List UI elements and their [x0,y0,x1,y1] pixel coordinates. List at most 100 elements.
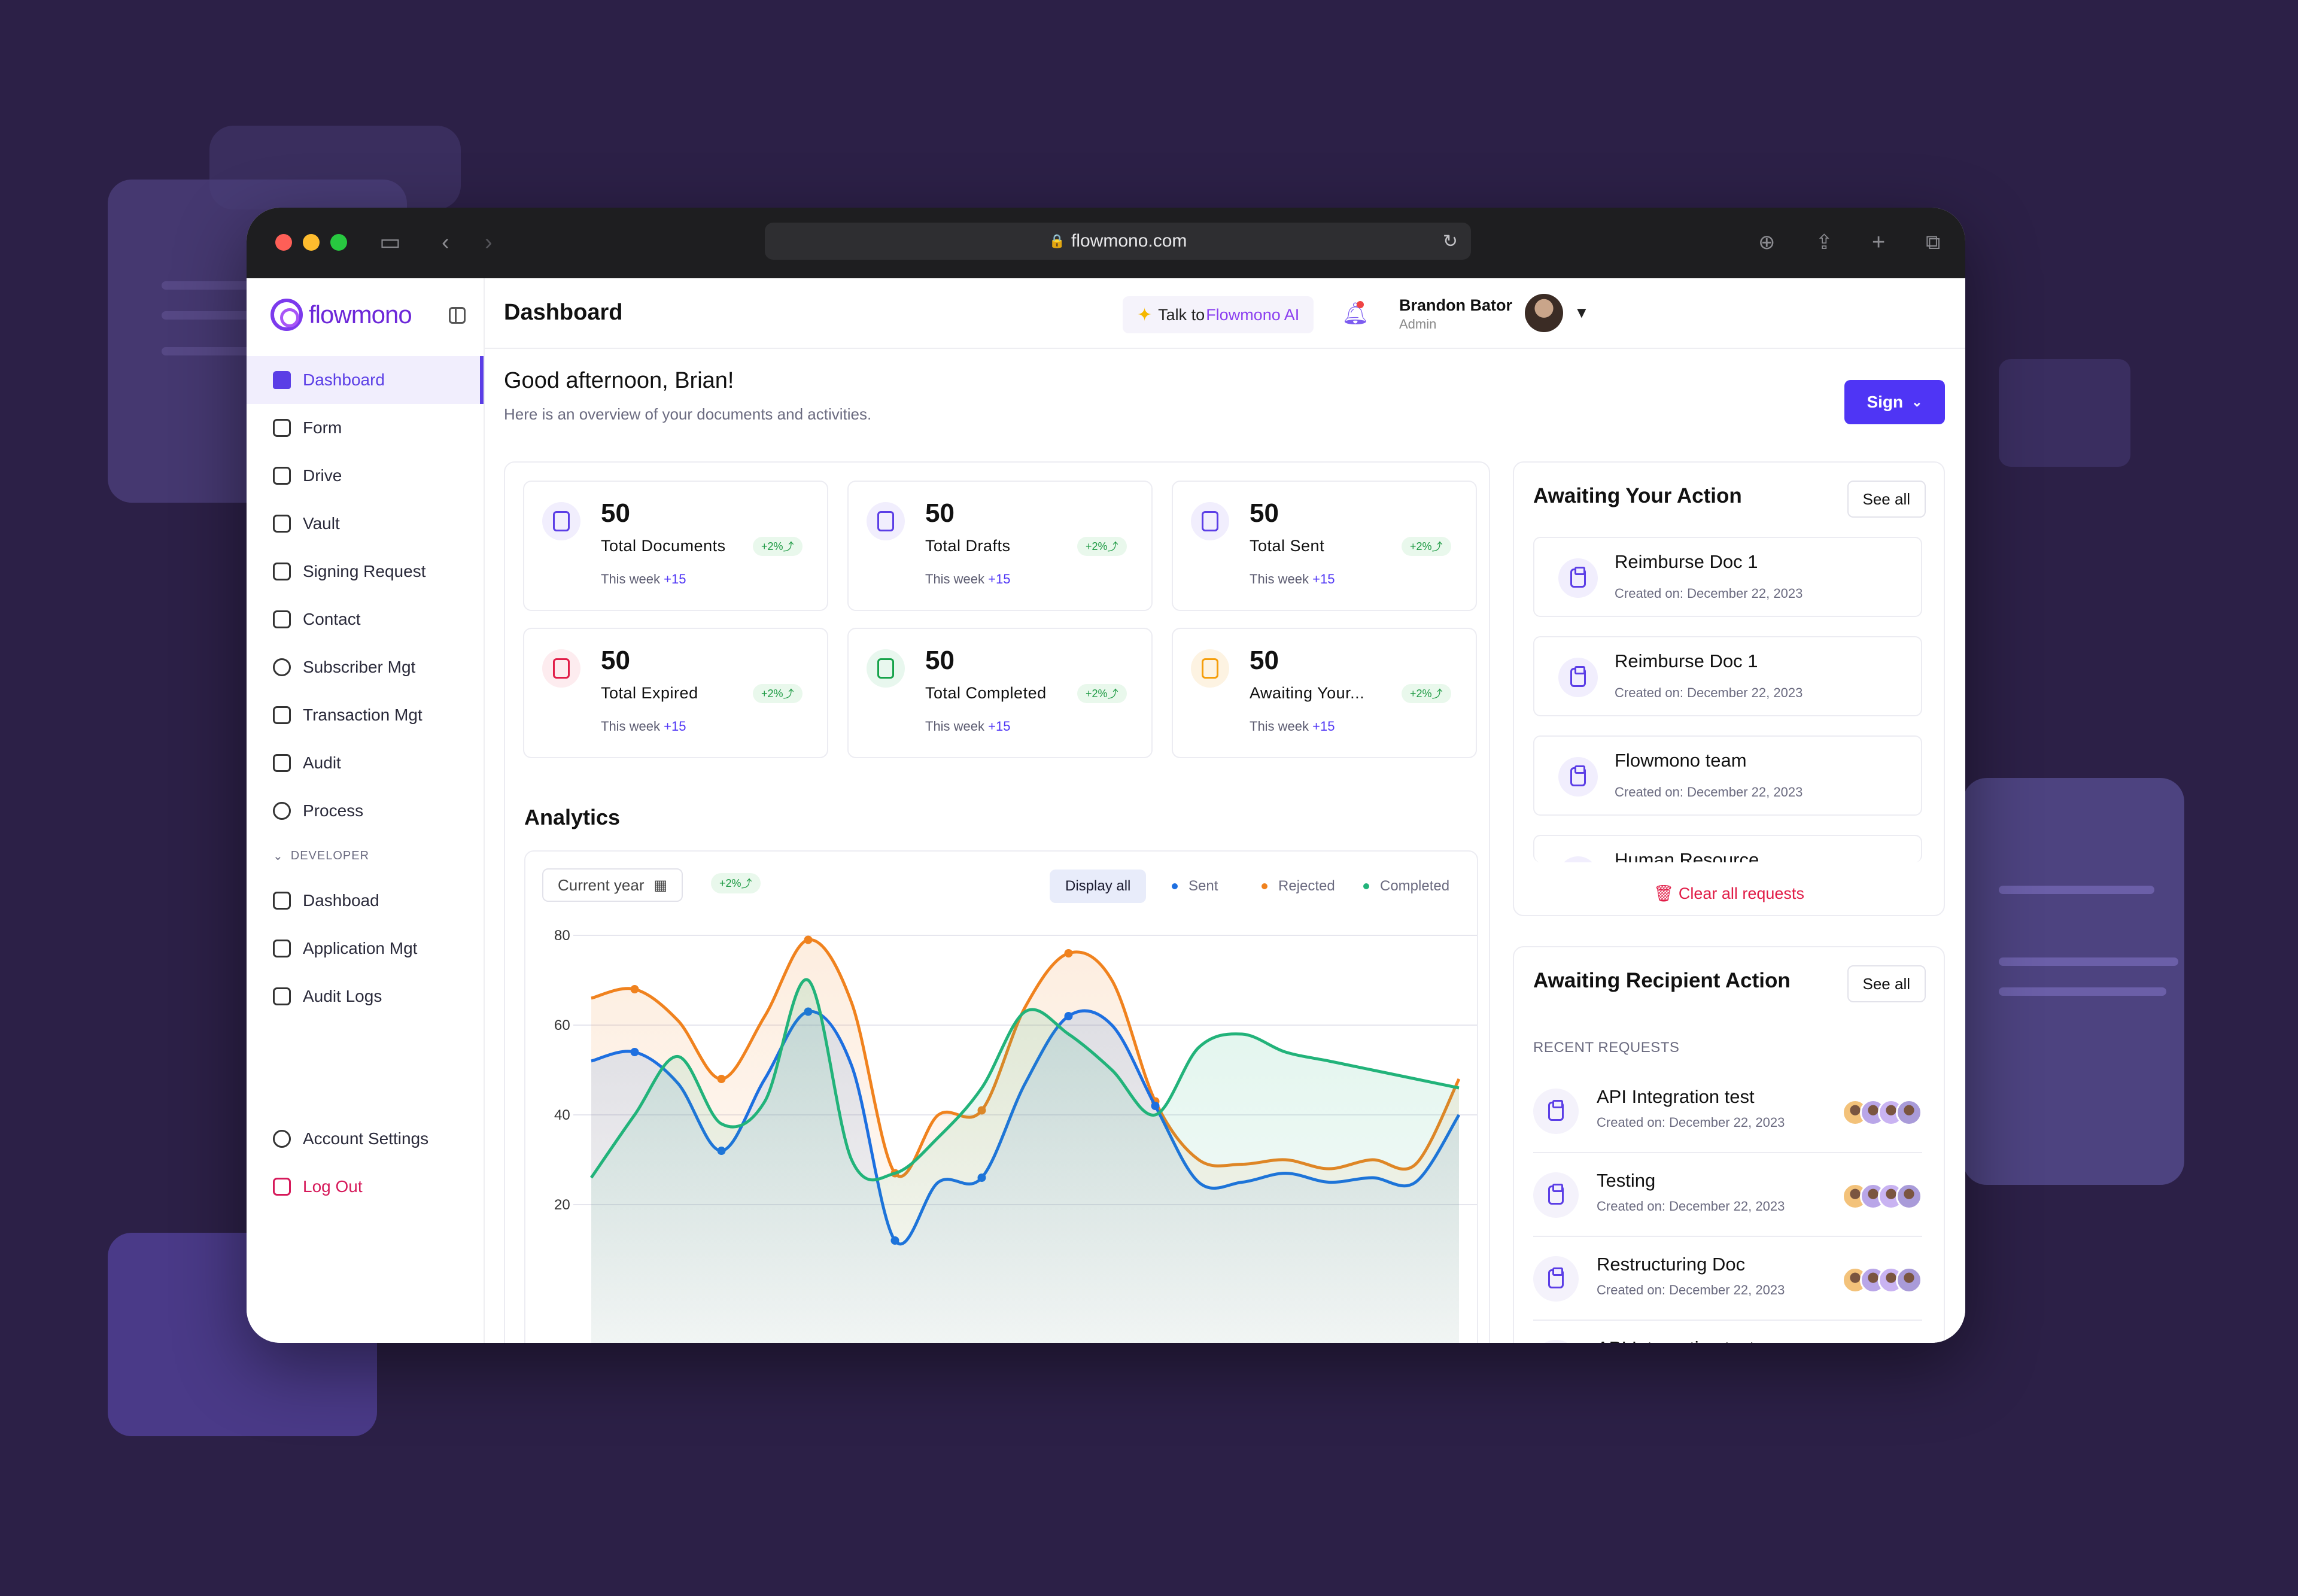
download-icon[interactable]: ⊕ [1758,231,1776,254]
sidebar-item-contact[interactable]: Contact [247,595,484,643]
request-date: Created on: December 22, 2023 [1615,586,1803,601]
sidebar-item-process[interactable]: Process [247,787,484,835]
logo[interactable]: flowmono [270,299,412,331]
checklist-icon [273,754,291,772]
sidebar-item-dashboard[interactable]: Dashboard [247,356,484,404]
recent-requests-label: RECENT REQUESTS [1533,1039,1680,1056]
legend-item-sent[interactable]: Sent [1172,878,1218,895]
data-point[interactable] [630,1048,639,1056]
stat-card[interactable]: 50 Total Drafts +2% ⤴ This week +15 [847,481,1153,611]
forward-icon[interactable]: › [485,230,493,255]
panel-title: Awaiting Recipient Action [1533,969,1791,992]
clipboard-icon [1558,757,1598,797]
legend-item-rejected[interactable]: Rejected [1262,878,1335,895]
data-point[interactable] [1064,949,1073,957]
avatar[interactable] [1525,294,1563,332]
page-title: Dashboard [504,300,623,325]
stat-card[interactable]: 50 Total Sent +2% ⤴ This week +15 [1172,481,1477,611]
chevron-down-icon[interactable]: ▼ [1574,303,1589,321]
clear-all-requests-button[interactable]: 🗑︎ Clear all requests [1514,884,1944,903]
list-item[interactable]: API Integration test Created on: December… [1533,1069,1922,1153]
request-card[interactable]: Flowmono team Created on: December 22, 20… [1533,735,1922,816]
trend-value: +2% [761,540,783,552]
close-window-button[interactable] [275,234,292,251]
sidebar-item-audit[interactable]: Audit [247,739,484,787]
back-icon[interactable]: ‹ [442,230,449,255]
legend-item-completed[interactable]: Completed [1363,878,1449,895]
data-point[interactable] [804,935,813,944]
new-tab-icon[interactable]: + [1872,230,1886,255]
clipboard-list-icon [273,987,291,1005]
collapse-sidebar-icon[interactable] [449,307,466,324]
sidebar-item-subscriber-mgt[interactable]: Subscriber Mgt [247,643,484,691]
sign-label: Sign [1867,393,1904,411]
sidebar-toggle-icon[interactable]: ▭ [379,230,401,255]
list-item[interactable]: Restructuring Doc Created on: December 22… [1533,1237,1922,1321]
week-label: This week [925,719,985,734]
address-bar[interactable]: 🔒 flowmono.com ↻ [765,223,1471,260]
lock-icon [273,515,291,533]
week-label: This week [601,571,661,586]
stat-week: This week +15 [601,719,686,734]
data-point[interactable] [1064,1012,1073,1020]
request-title: Reimburse Doc 1 [1615,551,1758,572]
trend-up-icon: ⤴ [1431,688,1443,700]
data-point[interactable] [717,1075,726,1083]
legend-dot [1262,883,1267,889]
logo-text: flowmono [309,300,412,329]
sidebar-item-audit-logs[interactable]: Audit Logs [247,972,484,1020]
data-point[interactable] [1151,1102,1160,1110]
see-all-button[interactable]: See all [1847,481,1926,518]
sidebar-item-application-mgt[interactable]: Application Mgt [247,925,484,972]
sidebar-item-label: Dashboad [303,891,379,910]
sidebar-item-vault[interactable]: Vault [247,500,484,548]
developer-section-toggle[interactable]: ⌄ DEVELOPER [247,835,484,877]
stat-card[interactable]: 50 Total Completed +2% ⤴ This week +15 [847,628,1153,758]
share-icon[interactable]: ⇪ [1816,231,1833,254]
clipboard-icon [1558,856,1598,862]
see-all-button[interactable]: See all [1847,965,1926,1002]
sidebar-item-transaction-mgt[interactable]: Transaction Mgt [247,691,484,739]
tabs-overview-icon[interactable]: ⧉ [1926,231,1941,254]
logout-label: Log Out [303,1177,363,1196]
logout-button[interactable]: Log Out [247,1163,484,1211]
request-card[interactable]: Reimburse Doc 1 Created on: December 22, … [1533,537,1922,617]
clipboard-icon [1558,658,1598,697]
browser-toolbar: ▭ ‹ › 🔒 flowmono.com ↻ ⊕ ⇪ + ⧉ [247,208,1965,278]
stat-card[interactable]: 50 Total Expired +2% ⤴ This week +15 [523,628,828,758]
trash-icon: 🗑︎ [1653,884,1674,902]
list-item[interactable]: Testing Created on: December 22, 2023 [1533,1153,1922,1237]
stat-card[interactable]: 50 Total Documents +2% ⤴ This week +15 [523,481,828,611]
stat-label: Total Documents [601,537,726,555]
clipboard-icon [1533,1340,1579,1343]
request-card[interactable]: Human Resource [1533,835,1922,862]
list-item[interactable]: API Integration test [1533,1321,1922,1343]
sidebar-item-account-settings[interactable]: Account Settings [247,1115,484,1163]
avatar [1896,1183,1922,1209]
stat-label: Total Expired [601,684,698,702]
sidebar-item-developer-dashboard[interactable]: Dashboad [247,877,484,925]
period-select[interactable]: Current year ▦ [542,868,683,902]
notification-dot [1357,301,1364,308]
request-card[interactable]: Reimburse Doc 1 Created on: December 22, … [1533,636,1922,716]
sidebar-item-drive[interactable]: Drive [247,452,484,500]
sidebar-item-signing-request[interactable]: Signing Request [247,548,484,595]
sidebar-item-form[interactable]: Form [247,404,484,452]
trend-up-icon: ⤴ [1431,541,1443,553]
clipboard-icon [1533,1256,1579,1302]
talk-to-ai-button[interactable]: ✦ Talk to Flowmono AI [1123,296,1314,333]
week-delta: +15 [1312,571,1335,586]
recipient-avatars [1842,1183,1922,1209]
sign-button[interactable]: Sign ⌄ [1844,380,1945,424]
trend-badge: +2% ⤴ [1077,684,1127,703]
minimize-window-button[interactable] [303,234,320,251]
data-point[interactable] [630,985,639,993]
stat-card[interactable]: 50 Awaiting Your... +2% ⤴ This week +15 [1172,628,1477,758]
y-tick-label: 40 [554,1107,570,1123]
clear-all-label: Clear all requests [1678,884,1804,902]
bell-icon[interactable]: 🔔︎ [1342,301,1369,326]
maximize-window-button[interactable] [330,234,347,251]
reload-icon[interactable]: ↻ [1442,231,1458,251]
display-all-button[interactable]: Display all [1050,870,1147,903]
trend-badge: +2% ⤴ [753,537,803,556]
